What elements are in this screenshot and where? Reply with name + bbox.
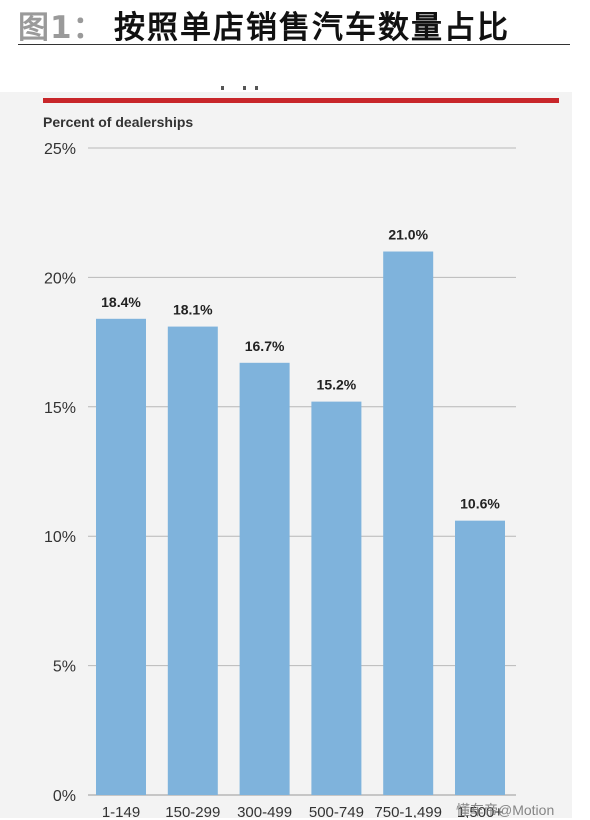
bar (383, 251, 434, 795)
bar (167, 326, 218, 795)
bar (311, 401, 362, 795)
x-tick-label: 500-749 (309, 804, 364, 818)
x-tick-label: 300-499 (237, 804, 292, 818)
figure-title: 按照单店销售汽车数量占比 (114, 10, 510, 46)
x-tick-label: 750-1,499 (374, 804, 442, 818)
y-tick-label: 20% (44, 270, 76, 287)
y-tick-label: 0% (53, 788, 76, 805)
y-tick-label: 5% (53, 659, 76, 676)
data-label: 21.0% (388, 227, 428, 243)
watermark: 懂车帝@Motion (456, 802, 555, 818)
bar (455, 520, 505, 795)
data-label: 18.4% (101, 294, 141, 310)
y-axis-label: Percent of dealerships (43, 114, 194, 130)
bar (239, 362, 290, 795)
chart-accent-rule (43, 98, 559, 103)
data-label: 10.6% (460, 496, 500, 512)
x-tick-label: 150-299 (165, 804, 220, 818)
data-label: 18.1% (173, 302, 213, 318)
data-label: 15.2% (317, 377, 357, 393)
y-tick-label: 10% (44, 529, 76, 546)
y-tick-label: 15% (44, 400, 76, 417)
figure-label: 图1： (18, 10, 105, 46)
data-label: 16.7% (245, 338, 285, 354)
x-tick-label: 1,500+ (457, 804, 504, 818)
cropped-title-fragment (215, 86, 265, 90)
figure-header: 图1： 按照单店销售汽车数量占比 (18, 0, 570, 46)
y-tick-label: 25% (44, 141, 76, 158)
bar (96, 318, 146, 795)
x-tick-label: 1-149 (102, 804, 140, 818)
